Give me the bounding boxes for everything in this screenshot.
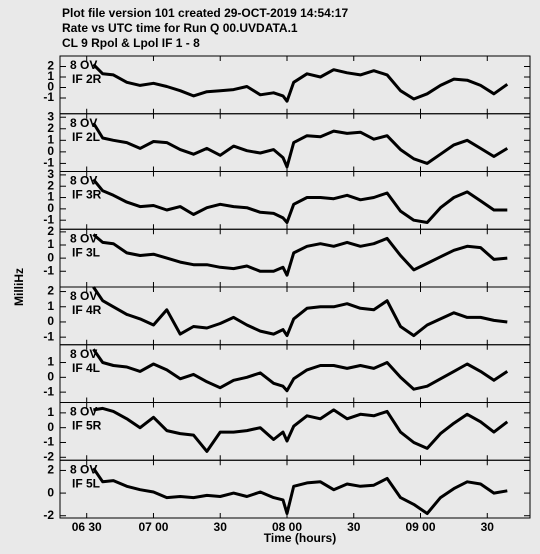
- panel-label: IF 5L: [72, 476, 100, 490]
- x-tick-label: 08 00: [272, 520, 302, 534]
- panel-label: 8 OV: [70, 289, 97, 303]
- y-tick-label: 2: [47, 284, 54, 298]
- x-tick-label: 09 00: [405, 520, 435, 534]
- y-tick-label: 0: [47, 314, 54, 328]
- y-tick-label: 0: [47, 420, 54, 434]
- y-tick-label: -1: [43, 263, 54, 277]
- panel-label: 8 OV: [70, 116, 97, 130]
- y-tick-label: -1: [43, 435, 54, 449]
- y-tick-label: 0: [47, 250, 54, 264]
- y-axis-label: MilliHz: [12, 268, 26, 306]
- y-tick-label: -2: [43, 449, 54, 463]
- panel-label: 8 OV: [70, 174, 97, 188]
- panel-label: 8 OV: [70, 58, 97, 72]
- x-axis-label: Time (hours): [264, 531, 336, 545]
- panel-label: IF 5R: [72, 419, 102, 433]
- y-tick-label: 0: [47, 201, 54, 215]
- data-line: [92, 286, 508, 338]
- title-line: CL 9 Rpol & Lpol IF 1 - 8: [62, 36, 200, 50]
- panel-label: IF 3R: [72, 188, 102, 202]
- y-tick-label: 1: [47, 132, 54, 146]
- data-line: [93, 406, 509, 453]
- y-tick-label: 0: [47, 369, 54, 383]
- y-tick-label: 3: [47, 109, 54, 123]
- y-tick-label: 2: [47, 59, 54, 73]
- y-tick-label: 1: [47, 299, 54, 313]
- y-tick-label: 2: [47, 463, 54, 477]
- y-tick-label: 2: [47, 178, 54, 192]
- panel-label: IF 2R: [72, 72, 102, 86]
- y-tick-label: -1: [43, 329, 54, 343]
- data-line: [92, 233, 508, 277]
- y-tick-label: 0: [47, 485, 54, 499]
- y-tick-label: 0: [47, 80, 54, 94]
- data-line: [92, 122, 509, 169]
- panel-label: IF 3L: [72, 245, 100, 259]
- x-tick-label: 06 30: [72, 520, 102, 534]
- panel-label: 8 OV: [70, 405, 97, 419]
- y-tick-label: -2: [43, 508, 54, 522]
- data-line: [92, 178, 508, 224]
- panel-label: IF 4L: [72, 361, 100, 375]
- panel-label: IF 2L: [72, 130, 100, 144]
- y-tick-label: 1: [47, 190, 54, 204]
- x-tick-label: 30: [481, 520, 495, 534]
- panel-label: 8 OV: [70, 462, 97, 476]
- title-line: Plot file version 101 created 29-OCT-201…: [62, 6, 348, 20]
- y-tick-label: 1: [47, 355, 54, 369]
- y-tick-label: 2: [47, 121, 54, 135]
- x-tick-label: 30: [347, 520, 361, 534]
- y-tick-label: 1: [47, 237, 54, 251]
- panel-label: 8 OV: [70, 347, 97, 361]
- panel-label: 8 OV: [70, 231, 97, 245]
- y-tick-label: 1: [47, 69, 54, 83]
- y-tick-label: 0: [47, 144, 54, 158]
- y-tick-label: -1: [43, 212, 54, 226]
- title-line: Rate vs UTC time for Run Q 00.UVDATA.1: [62, 21, 298, 35]
- data-line: [92, 467, 508, 515]
- y-tick-label: -1: [43, 90, 54, 104]
- y-tick-label: -1: [43, 156, 54, 170]
- data-line: [92, 348, 509, 393]
- x-tick-label: 30: [214, 520, 228, 534]
- data-line: [92, 63, 509, 103]
- x-tick-label: 07 00: [138, 520, 168, 534]
- panel-label: IF 4R: [72, 303, 102, 317]
- panel-frame: [59, 459, 531, 519]
- y-tick-label: 1: [47, 405, 54, 419]
- y-tick-label: 3: [47, 167, 54, 181]
- y-tick-label: -1: [43, 384, 54, 398]
- y-tick-label: 2: [47, 224, 54, 238]
